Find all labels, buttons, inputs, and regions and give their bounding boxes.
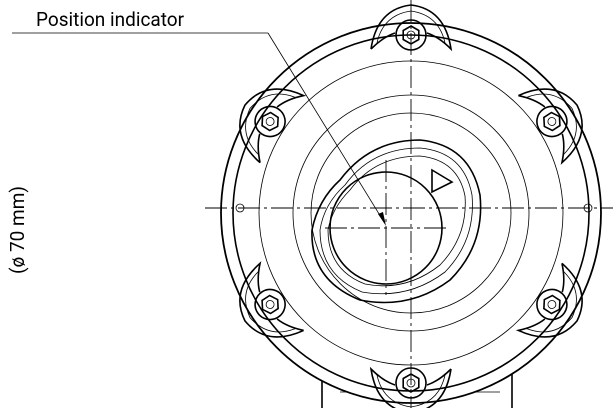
- drawing: Position indicator (ø 70 mm): [0, 0, 613, 408]
- callout-label: Position indicator: [36, 8, 185, 31]
- diameter-label: (ø 70 mm): [6, 186, 29, 274]
